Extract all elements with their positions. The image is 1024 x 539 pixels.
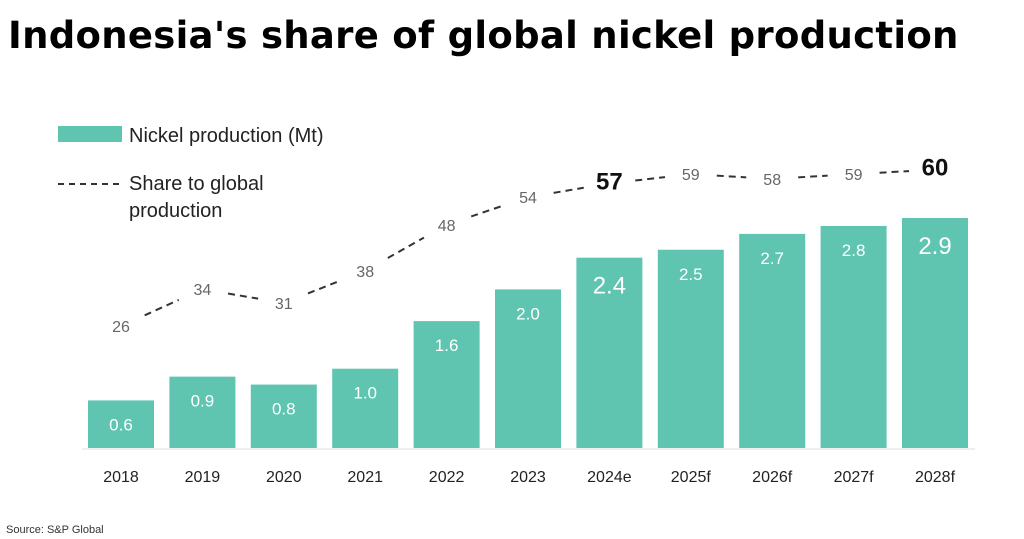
line-label-2028f: 60 bbox=[922, 155, 949, 182]
x-tick-label-2026f: 2026f bbox=[752, 469, 793, 486]
chart-title: Indonesia's share of global nickel produ… bbox=[8, 14, 959, 57]
line-label-2027f: 59 bbox=[845, 167, 863, 184]
line-label-2018: 26 bbox=[112, 319, 130, 336]
bar-2027f bbox=[820, 225, 887, 448]
bar-2021 bbox=[332, 368, 399, 448]
line-segment-2019 bbox=[227, 292, 259, 300]
bar-label-2027f: 2.8 bbox=[842, 241, 866, 260]
bar-label-2028f: 2.9 bbox=[918, 233, 951, 260]
line-label-2019: 34 bbox=[194, 282, 212, 299]
line-segment-2023 bbox=[553, 186, 584, 194]
line-label-2026f: 58 bbox=[763, 172, 781, 189]
line-label-2020: 31 bbox=[275, 296, 293, 313]
bar-label-2024e: 2.4 bbox=[593, 273, 626, 300]
bar-2018 bbox=[88, 400, 154, 448]
line-segment-2025f bbox=[716, 174, 747, 179]
x-tick-label-2027f: 2027f bbox=[834, 469, 875, 486]
line-label-2023: 54 bbox=[519, 190, 537, 207]
bar-2019 bbox=[169, 376, 236, 448]
bar-2026f bbox=[739, 233, 806, 448]
bar-2022 bbox=[413, 321, 480, 448]
x-tick-label-2020: 2020 bbox=[266, 469, 302, 486]
bar-label-2023: 2.0 bbox=[516, 304, 540, 323]
x-tick-label-2023: 2023 bbox=[510, 469, 546, 486]
bar-label-2020: 0.8 bbox=[272, 400, 296, 419]
line-segment-2018 bbox=[144, 298, 180, 317]
bar-2020 bbox=[250, 384, 317, 448]
bar-2025f bbox=[657, 249, 724, 448]
x-tick-label-2021: 2021 bbox=[347, 469, 383, 486]
line-label-2024e: 57 bbox=[596, 168, 623, 195]
bar-2024e bbox=[576, 257, 643, 448]
line-segment-2024e bbox=[635, 176, 666, 182]
bar-label-2018: 0.6 bbox=[109, 415, 133, 434]
bar-label-2021: 1.0 bbox=[353, 384, 377, 403]
line-segment-2020 bbox=[307, 279, 342, 295]
line-segment-2027f bbox=[879, 170, 910, 174]
x-tick-label-2025f: 2025f bbox=[671, 469, 712, 486]
legend-bar-swatch bbox=[58, 126, 122, 142]
bar-label-2026f: 2.7 bbox=[760, 249, 784, 268]
line-label-2025f: 59 bbox=[682, 167, 700, 184]
bar-label-2019: 0.9 bbox=[191, 392, 215, 411]
x-tick-label-2019: 2019 bbox=[185, 469, 221, 486]
line-segment-2021 bbox=[387, 236, 425, 259]
line-segment-2026f bbox=[798, 174, 828, 179]
x-tick-label-2022: 2022 bbox=[429, 469, 465, 486]
bar-2023 bbox=[495, 289, 561, 448]
legend-label-line: Share to global bbox=[129, 173, 264, 195]
legend-label-bars: Nickel production (Mt) bbox=[129, 125, 324, 147]
legend-label-line-2: production bbox=[129, 200, 222, 222]
x-tick-label-2018: 2018 bbox=[103, 469, 139, 486]
bar-2028f bbox=[902, 218, 968, 448]
source-note: Source: S&P Global bbox=[6, 524, 104, 536]
line-segment-2022 bbox=[470, 204, 504, 218]
x-tick-label-2024e: 2024e bbox=[587, 469, 632, 486]
bar-label-2022: 1.6 bbox=[435, 336, 459, 355]
x-tick-label-2028f: 2028f bbox=[915, 469, 956, 486]
line-label-2022: 48 bbox=[438, 218, 456, 235]
line-label-2021: 38 bbox=[356, 264, 374, 281]
bar-label-2025f: 2.5 bbox=[679, 265, 703, 284]
